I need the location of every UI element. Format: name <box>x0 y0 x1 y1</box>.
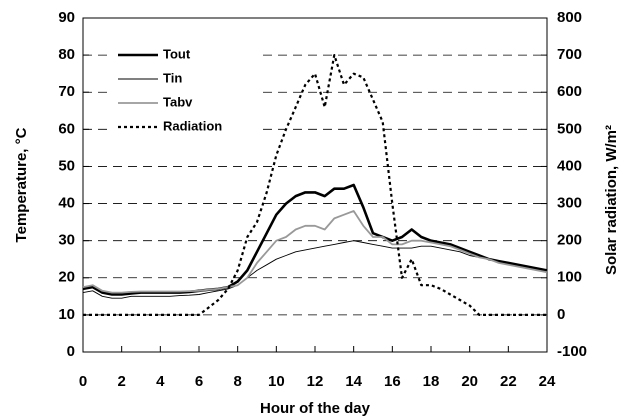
x-tick-label: 24 <box>539 373 556 390</box>
x-tick-label: 4 <box>156 373 165 390</box>
series-line <box>82 240 548 299</box>
y-tick-label: 60 <box>58 120 75 137</box>
x-tick-label: 2 <box>117 373 125 390</box>
legend-label: Tin <box>163 70 182 85</box>
series-line <box>83 54 547 316</box>
y2-tick-label: 500 <box>557 120 582 137</box>
x-tick-label: 10 <box>268 373 285 390</box>
y-tick-label: 10 <box>58 306 75 323</box>
y-tick-label: 90 <box>58 9 75 26</box>
y-tick-label: 70 <box>58 83 75 100</box>
y-tick-label: 0 <box>67 343 75 360</box>
series-line <box>82 210 548 294</box>
y2-axis-label: Solar radiation, W/m² <box>603 125 620 275</box>
legend-label: Tabv <box>163 94 193 109</box>
x-tick-label: 20 <box>461 373 478 390</box>
x-tick-label: 8 <box>233 373 241 390</box>
legend-box <box>113 42 258 150</box>
y2-tick-label: 700 <box>557 46 582 63</box>
y2-tick-label: 100 <box>557 269 582 286</box>
y2-tick-label: -100 <box>557 343 587 360</box>
x-tick-label: 6 <box>195 373 203 390</box>
x-tick-label: 0 <box>79 373 87 390</box>
y-axis-label: Temperature, °C <box>13 127 30 242</box>
y2-tick-label: 300 <box>557 195 582 212</box>
legend-label: Tout <box>163 46 191 61</box>
x-tick-label: 14 <box>345 373 362 390</box>
y2-tick-label: 600 <box>557 83 582 100</box>
x-tick-label: 18 <box>423 373 440 390</box>
series-line <box>82 183 548 296</box>
y-tick-label: 30 <box>58 232 75 249</box>
y2-tick-label: 200 <box>557 232 582 249</box>
x-tick-label: 22 <box>500 373 517 390</box>
x-axis-label: Hour of the day <box>260 400 371 417</box>
y-tick-label: 80 <box>58 46 75 63</box>
plot-frame <box>82 17 548 353</box>
y-tick-label: 20 <box>58 269 75 286</box>
x-tick-label: 12 <box>307 373 324 390</box>
y-tick-label: 40 <box>58 195 75 212</box>
y2-tick-label: 400 <box>557 157 582 174</box>
y-tick-label: 50 <box>58 157 75 174</box>
y2-tick-label: 0 <box>557 306 565 323</box>
y2-tick-label: 800 <box>557 9 582 26</box>
legend-label: Radiation <box>163 118 222 133</box>
x-tick-label: 16 <box>384 373 401 390</box>
